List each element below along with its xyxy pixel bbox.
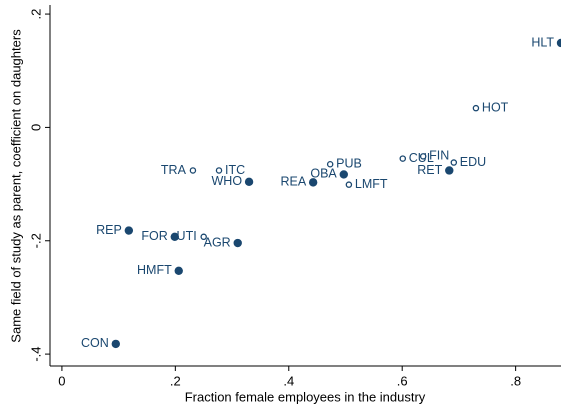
point [419, 153, 427, 160]
point-label: UTI [177, 229, 197, 243]
x-tick-label: .4 [283, 373, 294, 388]
point-label: WHO [212, 174, 243, 188]
point-label: AGR [204, 235, 231, 249]
point [399, 155, 407, 162]
point [345, 181, 353, 188]
point [308, 178, 318, 187]
point [111, 339, 120, 349]
point-label: CON [81, 336, 109, 350]
point [200, 233, 207, 241]
x-tick-label: .8 [510, 373, 521, 388]
point [339, 170, 348, 179]
point-label: HOT [482, 100, 509, 114]
point [450, 159, 458, 166]
point [445, 166, 454, 175]
point [472, 104, 480, 112]
point-label: HLT [531, 35, 554, 49]
y-tick-label: -.2 [28, 233, 43, 248]
x-tick-label: 0 [58, 373, 65, 388]
point [174, 266, 183, 275]
y-tick-label: 0 [28, 124, 43, 131]
x-tick-label: .2 [170, 373, 181, 388]
x-axis-title: Fraction female employees in the industr… [185, 389, 426, 404]
point-label: REP [96, 223, 122, 237]
y-axis-title: Same field of study as parent, coefficie… [8, 29, 23, 343]
point-label: FOR [141, 229, 167, 243]
point-label: LMFT [355, 177, 388, 191]
point [215, 167, 223, 174]
y-tick-label: .2 [28, 9, 43, 20]
point [170, 232, 179, 241]
point-label: HMFT [137, 263, 172, 277]
point [326, 160, 334, 168]
point-label: RET [417, 163, 442, 177]
point-label: FIN [429, 149, 449, 163]
point [124, 226, 134, 235]
y-tick-label: -.4 [28, 347, 43, 362]
x-tick-label: .6 [397, 373, 408, 388]
point [233, 238, 242, 248]
point-label: OBA [310, 167, 337, 181]
point-label: PUB [336, 157, 362, 171]
point [244, 177, 254, 187]
point-label: TRA [161, 163, 187, 177]
point-label: ITC [225, 163, 245, 177]
point [556, 38, 561, 48]
point-label: REA [280, 175, 306, 189]
point [189, 167, 197, 174]
point-label: EDU [460, 155, 486, 169]
